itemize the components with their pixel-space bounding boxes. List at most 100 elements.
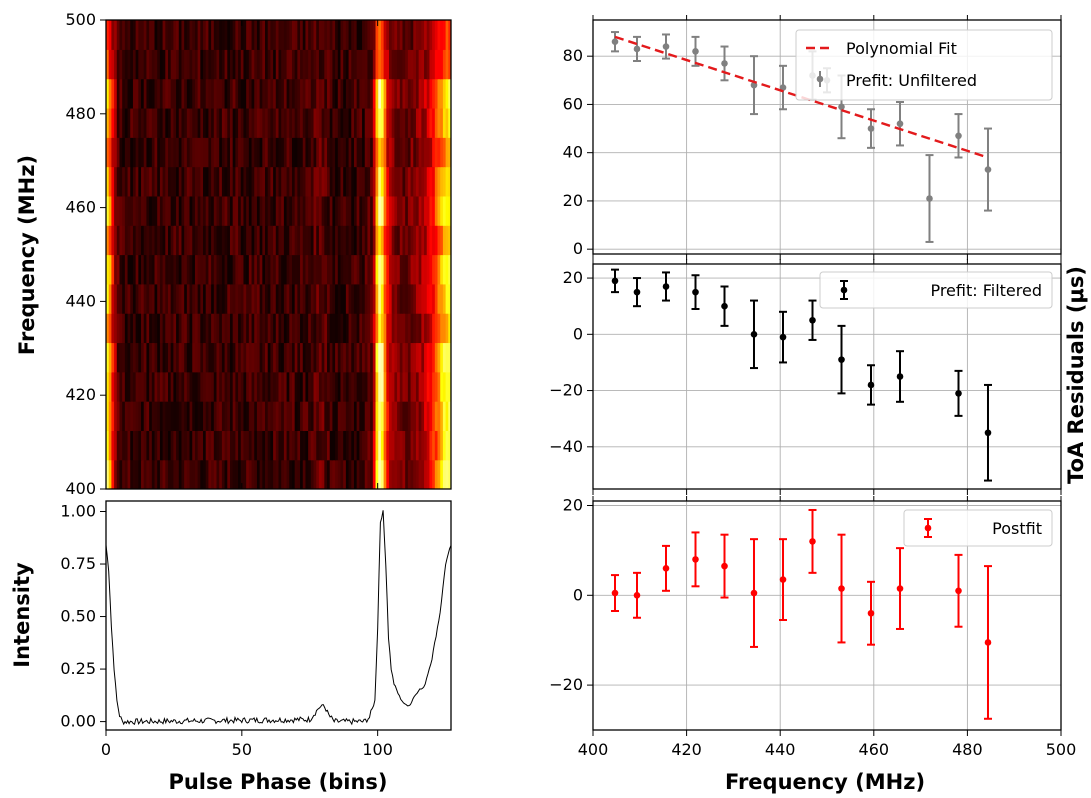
heatmap-cell [240, 195, 245, 226]
heatmap-cell [380, 20, 385, 50]
heatmap-ytick-label: 460 [65, 198, 96, 217]
heatmap-cell [251, 254, 255, 285]
heatmap-cell [448, 78, 451, 109]
heatmap-cell [402, 430, 406, 461]
heatmap-cell [194, 166, 199, 197]
heatmap-cell [305, 371, 309, 402]
heatmap-cell [275, 313, 280, 344]
heatmap-cell [389, 49, 393, 80]
heatmap-cell [275, 342, 280, 373]
heatmap-cell [337, 20, 342, 50]
heatmap-cell [238, 49, 242, 80]
heatmap-cell [143, 342, 148, 373]
heatmap-cell [281, 225, 285, 256]
heatmap-cell [278, 166, 282, 197]
heatmap-cell [256, 283, 261, 314]
heatmap-cell [178, 49, 183, 80]
heatmap-cell [216, 371, 220, 402]
heatmap-cell [157, 401, 161, 431]
heatmap-cell [116, 107, 121, 138]
heatmap-cell [351, 342, 355, 373]
heatmap-cell [415, 166, 420, 197]
heatmap-cell [243, 313, 247, 344]
heatmap-frame [105, 19, 452, 490]
heatmap-cell [146, 49, 150, 80]
heatmap-cell [248, 78, 253, 109]
heatmap-cell [205, 401, 210, 431]
heatmap-cell [434, 20, 439, 50]
heatmap-cell [111, 283, 115, 314]
heatmap-cell [300, 254, 304, 285]
heatmap-cell [313, 78, 317, 109]
heatmap-cell [402, 166, 406, 197]
heatmap-cell [270, 430, 274, 461]
heatmap-cell [405, 166, 409, 197]
heatmap-cell [410, 430, 414, 461]
heatmap-cell [332, 430, 336, 461]
heatmap-cell [106, 313, 110, 344]
heatmap-cell [203, 342, 207, 373]
heatmap-cell [165, 313, 169, 344]
heatmap-cell [267, 107, 272, 138]
heatmap-cell [265, 195, 269, 226]
heatmap-cell [297, 371, 301, 402]
unfiltered-point [633, 45, 641, 53]
heatmap-cell [380, 195, 385, 226]
heatmap-cell [194, 107, 199, 138]
heatmap-cell [141, 371, 145, 402]
heatmap-cell [181, 195, 185, 226]
heatmap-cell [399, 254, 404, 285]
heatmap-cell [165, 107, 169, 138]
heatmap-cell [265, 137, 269, 168]
heatmap-cell [184, 254, 188, 285]
heatmap-cell [386, 225, 390, 256]
heatmap-cell [243, 195, 247, 226]
heatmap-cell [345, 78, 350, 109]
heatmap-cell [389, 195, 393, 226]
heatmap-cell [124, 225, 129, 256]
heatmap-cell [111, 166, 115, 197]
heatmap-cell [256, 371, 261, 402]
heatmap-cell [421, 225, 425, 256]
heatmap-cell [235, 166, 239, 197]
heatmap-cell [418, 401, 422, 431]
heatmap-cell [321, 166, 325, 197]
heatmap-cell [378, 78, 382, 109]
heatmap-cell [313, 195, 317, 226]
heatmap-cell [229, 137, 234, 168]
heatmap-cell [378, 342, 382, 373]
heatmap-cell [167, 459, 172, 489]
heatmap-cell [176, 371, 180, 402]
heatmap-cell [434, 195, 439, 226]
heatmap-cell [407, 137, 412, 168]
heatmap-cell [178, 313, 183, 344]
heatmap-cell [415, 371, 420, 402]
residuals-xtick-label: 500 [1046, 740, 1077, 759]
heatmap-cell [108, 401, 112, 431]
heatmap-cell [238, 401, 242, 431]
heatmap-cell [270, 166, 274, 197]
heatmap-cell [343, 49, 347, 80]
heatmap-cell [240, 459, 245, 489]
heatmap-cell [399, 225, 404, 256]
heatmap-cell [119, 283, 123, 314]
heatmap-cell [251, 225, 255, 256]
heatmap-cell [232, 342, 236, 373]
heatmap-cell [316, 78, 320, 109]
heatmap-cell [286, 107, 290, 138]
heatmap-cell [305, 137, 309, 168]
heatmap-cell [413, 78, 417, 109]
heatmap-cell [286, 225, 290, 256]
heatmap-cell [213, 401, 218, 431]
heatmap-cell [332, 78, 336, 109]
heatmap-cell [176, 401, 180, 431]
heatmap-cell [186, 313, 191, 344]
heatmap-cell [324, 430, 328, 461]
heatmap-cell [224, 430, 228, 461]
heatmap-cell [106, 107, 110, 138]
heatmap-cell [203, 49, 207, 80]
heatmap-cell [397, 430, 401, 461]
heatmap-cell [189, 401, 193, 431]
heatmap-cell [445, 254, 449, 285]
heatmap-cell [418, 20, 422, 50]
